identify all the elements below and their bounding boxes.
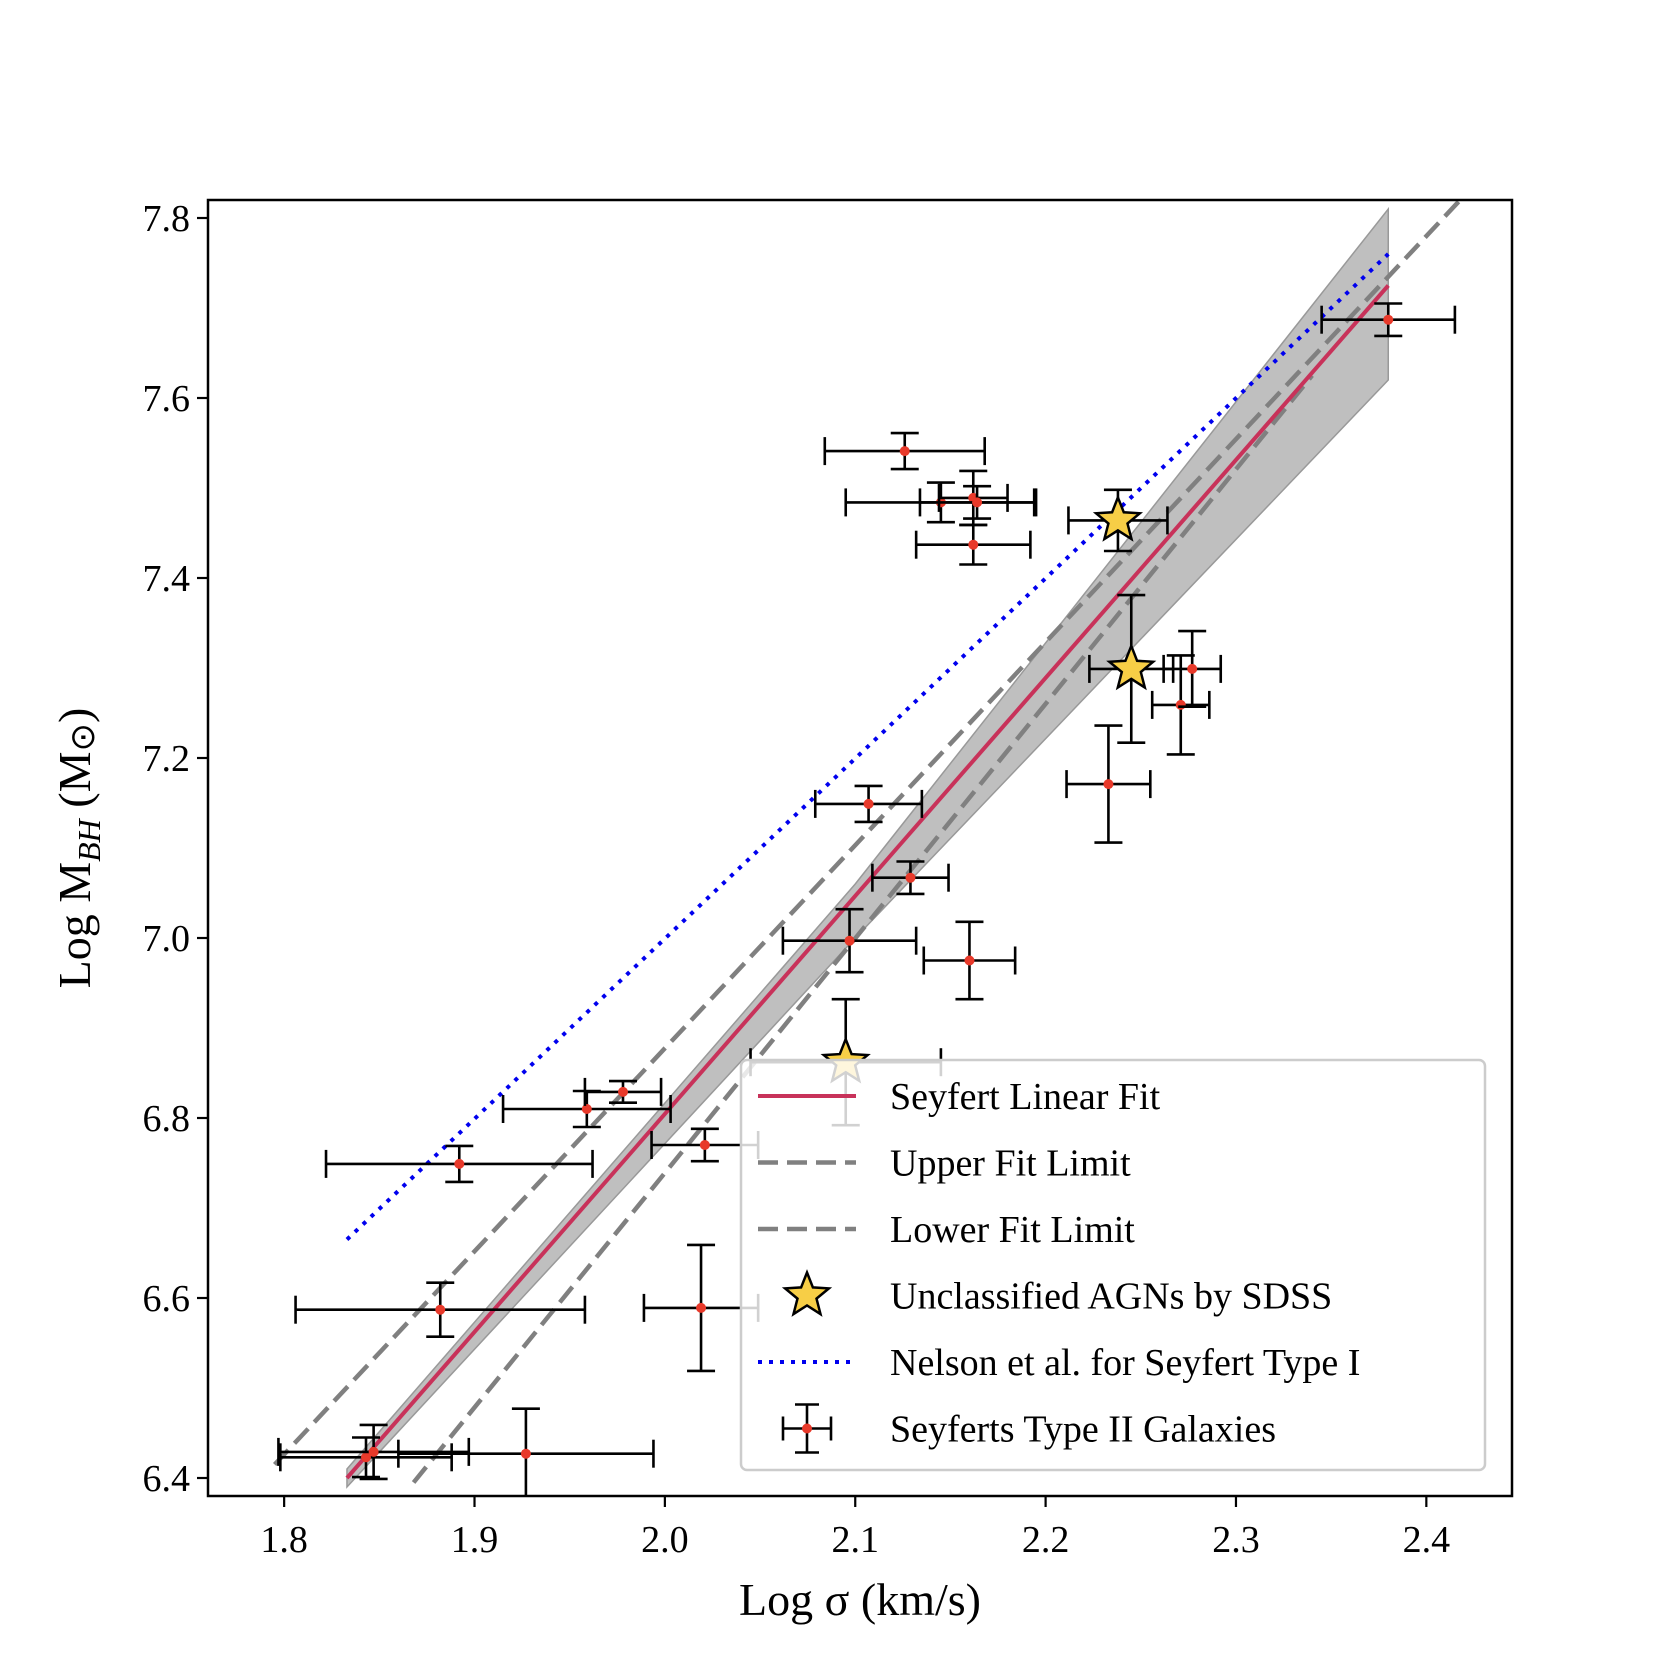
- y-axis-label-close: ): [49, 708, 100, 723]
- x-tick-label: 1.9: [451, 1519, 499, 1561]
- legend-label: Nelson et al. for Seyfert Type I: [890, 1342, 1360, 1384]
- legend-entry-fit: Seyfert Linear Fit: [758, 1076, 1161, 1118]
- y-axis-label-subscript: BH: [71, 817, 107, 862]
- legend-entry-seyfert2: Seyferts Type II Galaxies: [781, 1403, 1276, 1454]
- y-tick-label: 6.4: [143, 1458, 191, 1500]
- agn-star-marker: [1092, 493, 1144, 542]
- legend-label: Upper Fit Limit: [890, 1143, 1131, 1185]
- seyfert2-point: [871, 860, 950, 896]
- seyfert2-point: [397, 1407, 655, 1496]
- axes-frame: [206, 198, 1514, 1498]
- legend-dot-icon: [802, 1423, 812, 1434]
- legend-entry-lower: Lower Fit Limit: [758, 1209, 1135, 1251]
- lower-fit-limit-line: [411, 374, 1314, 1484]
- seyfert2-point: [1320, 302, 1457, 338]
- seyfert2-point: [501, 1089, 672, 1129]
- seyfert2-point: [922, 920, 1017, 1001]
- seyfert2-marker: [899, 446, 910, 457]
- seyfert2-point: [650, 1127, 760, 1163]
- seyfert2-point: [823, 431, 986, 471]
- seyfert2-marker: [361, 1452, 372, 1463]
- y-axis-label-unit: (M: [49, 751, 100, 819]
- seyfert2-point: [1065, 724, 1152, 844]
- y-tick-label: 7.8: [143, 198, 191, 240]
- legend-entry-agn: Unclassified AGNs by SDSS: [781, 1269, 1332, 1318]
- legend-label: Lower Fit Limit: [890, 1209, 1135, 1251]
- seyfert2-point: [642, 1243, 760, 1373]
- legend-label: Unclassified AGNs by SDSS: [890, 1276, 1332, 1318]
- seyfert2-marker: [844, 935, 855, 946]
- seyfert2-marker: [435, 1304, 446, 1315]
- seyfert-linear-fit-line: [345, 284, 1390, 1480]
- y-axis-label: Log MBH (M⊙): [49, 708, 107, 989]
- x-tick-label: 1.8: [260, 1519, 308, 1561]
- seyfert2-marker: [964, 955, 975, 966]
- seyfert2-marker: [1187, 663, 1198, 674]
- seyfert2-marker: [1383, 314, 1394, 325]
- seyfert2-marker: [1175, 699, 1186, 710]
- y-tick-label: 6.6: [143, 1278, 191, 1320]
- x-axis-label: Log σ (km/s): [739, 1574, 981, 1625]
- agn-star-marker: [1106, 642, 1157, 691]
- x-tick-label: 2.1: [831, 1519, 879, 1561]
- seyfert2-marker: [1103, 779, 1114, 790]
- nelson-line: [345, 252, 1390, 1241]
- seyfert2-point: [937, 469, 1009, 527]
- fit-lines-layer: [272, 200, 1464, 1484]
- seyfert2-marker: [699, 1140, 710, 1150]
- y-tick-label: 7.4: [143, 558, 191, 600]
- seyfert2-point: [813, 784, 924, 824]
- seyfert2-marker: [968, 539, 979, 550]
- x-tick-label: 2.0: [641, 1519, 689, 1561]
- y-axis-label-sun-symbol: ⊙: [63, 723, 103, 752]
- seyfert2-marker: [905, 872, 916, 883]
- y-tick-label: 6.8: [143, 1098, 191, 1140]
- agn-point: [1067, 488, 1169, 553]
- seyfert2-point: [279, 1436, 453, 1479]
- seyfert2-marker: [617, 1086, 628, 1097]
- legend: Seyfert Linear Fit Upper Fit Limit Lower F…: [739, 1058, 1487, 1472]
- y-axis: 6.4 6.6 6.8 7.0 7.2 7.4 7.6 7.8: [143, 198, 208, 1500]
- seyfert2-marker: [581, 1104, 592, 1114]
- y-axis-label-prefix: Log M: [49, 862, 100, 989]
- seyfert2-marker: [696, 1302, 707, 1313]
- y-tick-label: 7.0: [143, 918, 191, 960]
- seyfert2-marker: [368, 1446, 379, 1457]
- legend-entry-nelson: Nelson et al. for Seyfert Type I: [758, 1342, 1360, 1384]
- seyfert2-marker: [972, 497, 983, 508]
- legend-label: Seyferts Type II Galaxies: [890, 1409, 1276, 1451]
- seyfert2-marker: [863, 798, 874, 809]
- x-tick-label: 2.4: [1403, 1519, 1451, 1561]
- seyfert2-point: [781, 907, 918, 974]
- seyfert2-point: [294, 1281, 587, 1338]
- y-tick-label: 7.6: [143, 378, 191, 420]
- x-tick-label: 2.2: [1022, 1519, 1070, 1561]
- legend-entry-upper: Upper Fit Limit: [758, 1143, 1131, 1185]
- seyfert2-marker: [454, 1158, 465, 1169]
- seyfert2-point: [918, 484, 1036, 520]
- legend-box: [739, 1058, 1487, 1472]
- seyfert2-point: [914, 523, 1032, 566]
- seyfert2-marker: [520, 1448, 531, 1459]
- seyfert2-point: [277, 1423, 471, 1481]
- legend-label: Seyfert Linear Fit: [890, 1076, 1161, 1118]
- x-axis: 1.8 1.9 2.0 2.1 2.2 2.3 2.4: [260, 1496, 1450, 1561]
- legend-star-icon: [781, 1269, 833, 1317]
- agn-point: [1088, 593, 1175, 745]
- seyfert2-point: [583, 1077, 663, 1106]
- seyfert2-point: [324, 1144, 594, 1184]
- x-tick-label: 2.3: [1212, 1519, 1260, 1561]
- y-tick-label: 7.2: [143, 738, 191, 780]
